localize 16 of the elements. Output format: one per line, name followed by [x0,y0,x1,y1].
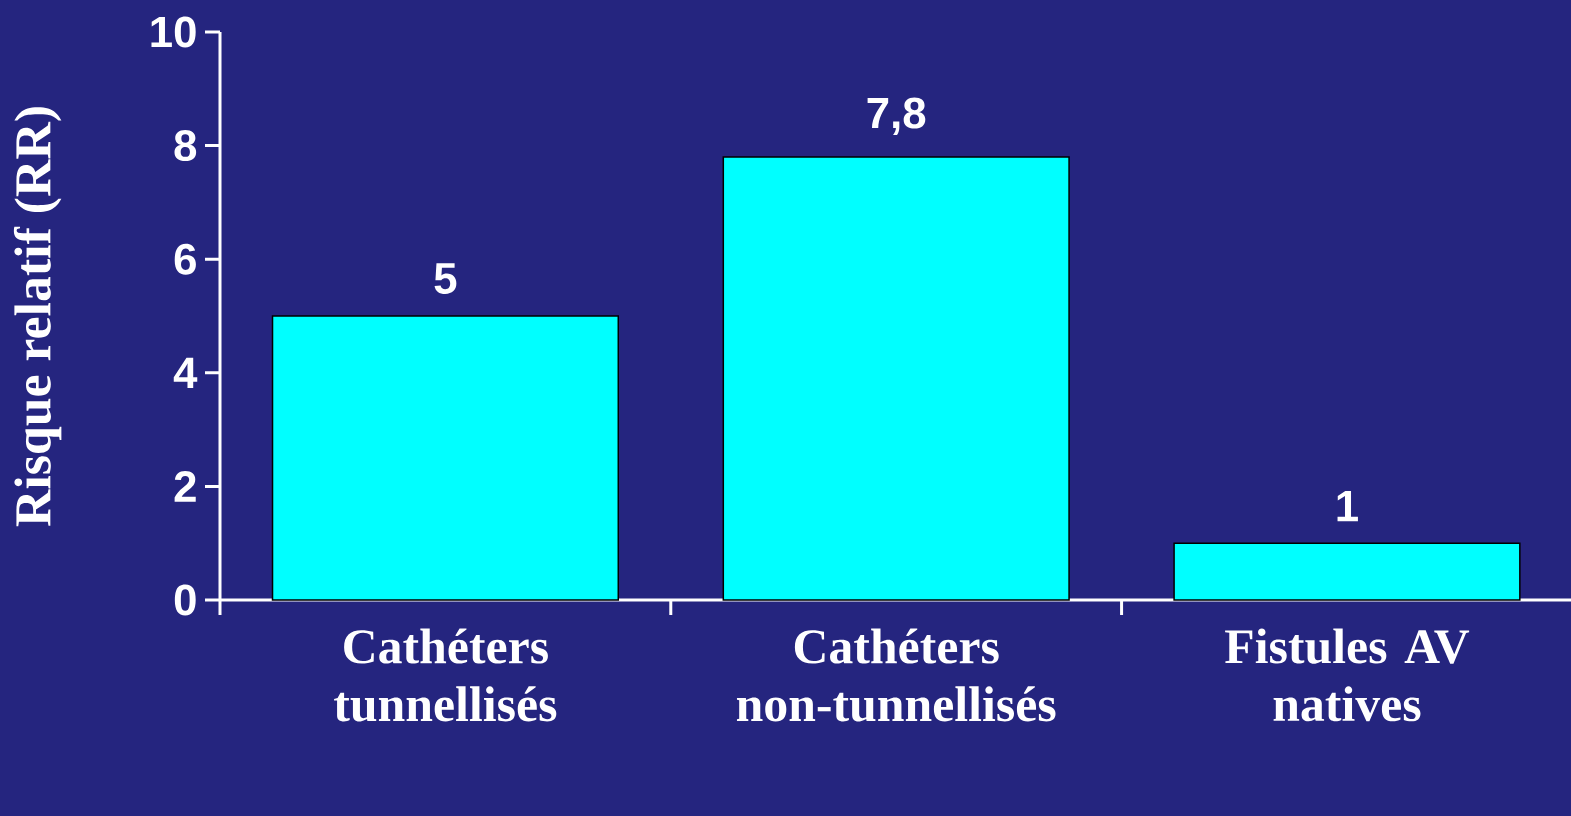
y-tick-label: 2 [174,471,196,502]
x-tick-label: Cathéters tunnellisés [334,628,557,722]
y-axis-title: Risque relatif (RR) [13,107,62,527]
x-tick-label: Fistules AV natives [1225,628,1470,722]
y-tick-label: 8 [174,130,197,162]
y-tick-label: 10 [151,16,196,48]
y-tick-label: 4 [173,357,198,388]
bar [722,156,1070,601]
bar [1173,542,1521,601]
data-label: 5 [434,263,457,294]
data-label: 1 [1337,490,1358,522]
y-tick-label: 6 [174,243,196,275]
bar [271,315,620,601]
data-label: 7,8 [867,97,926,135]
y-tick-label: 0 [174,584,196,616]
x-tick-label: Cathéters non-tunnellisés [736,628,1056,722]
